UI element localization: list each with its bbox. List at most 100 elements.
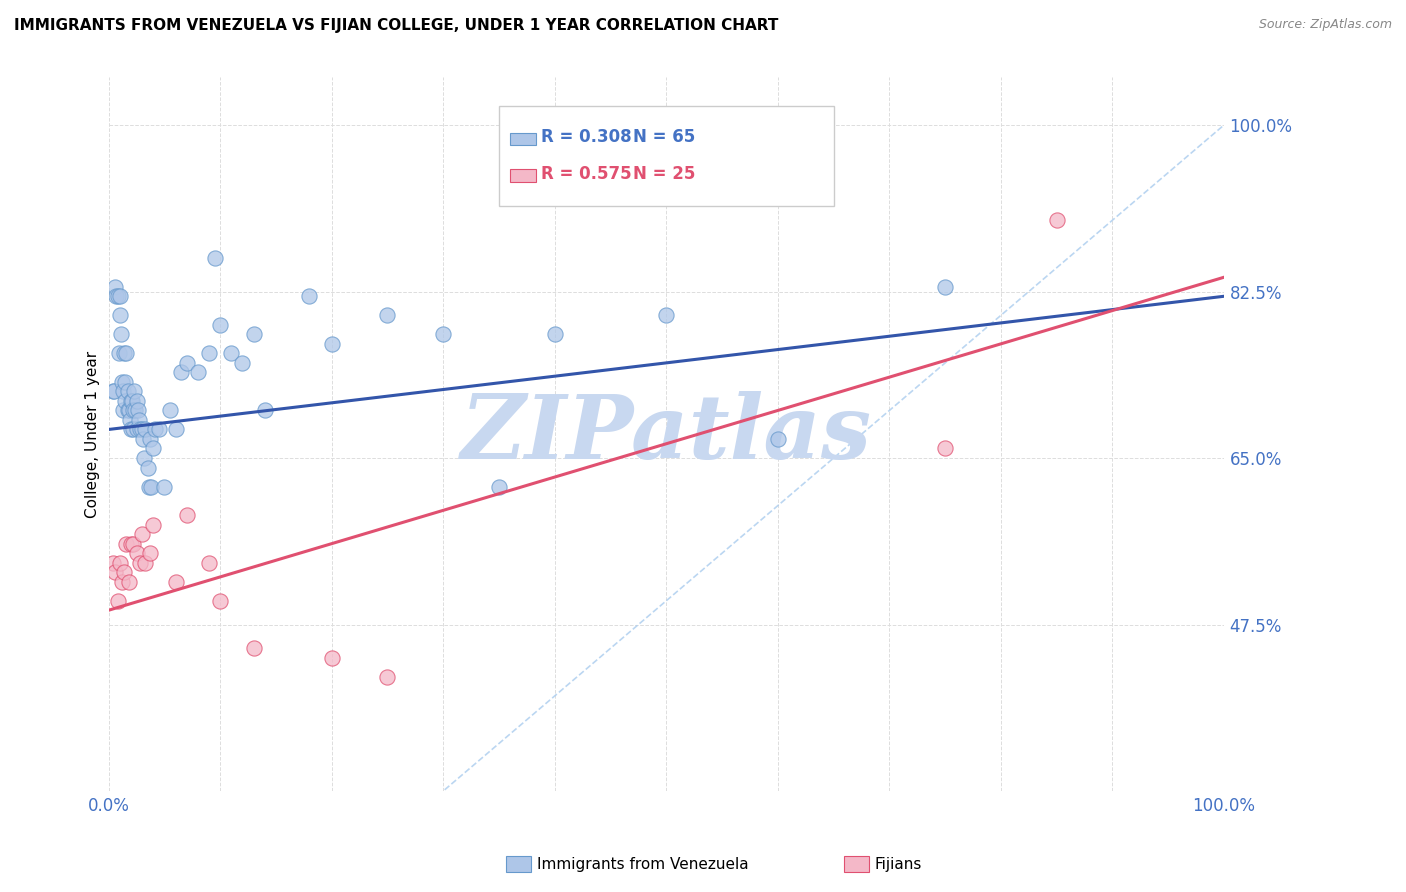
Point: [120, 422, 142, 436]
Point: [198, 556, 221, 570]
Text: N = 25: N = 25: [633, 165, 695, 184]
Point: [120, 393, 142, 408]
Point: [114, 393, 136, 408]
Point: [117, 403, 139, 417]
Text: ZIPatlas: ZIPatlas: [461, 391, 872, 477]
Point: [112, 565, 135, 579]
Point: [104, 565, 127, 579]
Y-axis label: College, Under 1 year: College, Under 1 year: [86, 351, 100, 517]
Point: [122, 422, 145, 436]
Point: [187, 365, 209, 379]
Point: [1046, 213, 1069, 227]
Point: [125, 422, 148, 436]
Point: [321, 336, 343, 351]
Point: [377, 670, 399, 684]
Point: [118, 574, 141, 589]
Point: [544, 327, 567, 342]
Point: [145, 422, 167, 436]
Point: [107, 593, 129, 607]
Point: [111, 574, 134, 589]
Point: [377, 308, 399, 322]
Point: [242, 327, 264, 342]
Point: [108, 289, 131, 303]
Point: [108, 308, 131, 322]
Point: [142, 517, 165, 532]
Point: [221, 346, 243, 360]
Point: [148, 422, 170, 436]
Point: [112, 346, 135, 360]
Point: [110, 327, 132, 342]
Point: [107, 346, 129, 360]
Point: [128, 413, 150, 427]
Point: [165, 422, 187, 436]
Point: [138, 479, 160, 493]
Point: [118, 413, 141, 427]
Point: [242, 641, 264, 656]
Point: [122, 536, 145, 550]
Text: R = 0.575: R = 0.575: [541, 165, 631, 184]
Point: [131, 422, 153, 436]
Point: [107, 289, 129, 303]
Point: [139, 479, 162, 493]
Point: [105, 289, 128, 303]
Point: [122, 403, 145, 417]
Point: [124, 403, 146, 417]
Point: [142, 442, 165, 456]
Point: [176, 356, 198, 370]
Point: [131, 527, 153, 541]
Point: [101, 556, 124, 570]
Text: Immigrants from Venezuela: Immigrants from Venezuela: [537, 857, 749, 871]
Point: [112, 384, 135, 399]
Point: [134, 556, 156, 570]
Point: [209, 318, 232, 332]
Point: [139, 546, 162, 560]
Point: [298, 289, 321, 303]
Point: [204, 251, 226, 265]
Point: [934, 442, 956, 456]
Point: [101, 384, 124, 399]
Point: [321, 650, 343, 665]
Point: [120, 536, 142, 550]
Point: [111, 375, 134, 389]
Point: [934, 279, 956, 293]
Point: [231, 356, 253, 370]
Point: [127, 403, 149, 417]
Point: [432, 327, 454, 342]
Point: [103, 384, 125, 399]
Point: [128, 422, 150, 436]
Point: [159, 403, 181, 417]
Point: [115, 346, 138, 360]
Point: [128, 556, 150, 570]
Point: [132, 432, 155, 446]
Point: [209, 593, 232, 607]
Point: [125, 393, 148, 408]
Point: [139, 432, 162, 446]
Point: [114, 375, 136, 389]
Point: [104, 279, 127, 293]
Text: N = 65: N = 65: [633, 128, 695, 146]
Point: [766, 432, 789, 446]
Text: Fijians: Fijians: [875, 857, 922, 871]
Point: [125, 546, 148, 560]
Point: [198, 346, 221, 360]
Point: [153, 479, 176, 493]
Point: [170, 365, 193, 379]
Text: R = 0.308: R = 0.308: [541, 128, 631, 146]
Point: [253, 403, 276, 417]
Point: [118, 403, 141, 417]
Text: IMMIGRANTS FROM VENEZUELA VS FIJIAN COLLEGE, UNDER 1 YEAR CORRELATION CHART: IMMIGRANTS FROM VENEZUELA VS FIJIAN COLL…: [14, 18, 779, 33]
Point: [121, 393, 143, 408]
Point: [488, 479, 510, 493]
Text: Source: ZipAtlas.com: Source: ZipAtlas.com: [1258, 18, 1392, 31]
Point: [655, 308, 678, 322]
Point: [108, 556, 131, 570]
Point: [124, 384, 146, 399]
Point: [136, 460, 159, 475]
Point: [112, 403, 135, 417]
Point: [134, 422, 156, 436]
Point: [165, 574, 187, 589]
Point: [115, 536, 138, 550]
Point: [117, 384, 139, 399]
Point: [134, 450, 156, 465]
Point: [176, 508, 198, 522]
